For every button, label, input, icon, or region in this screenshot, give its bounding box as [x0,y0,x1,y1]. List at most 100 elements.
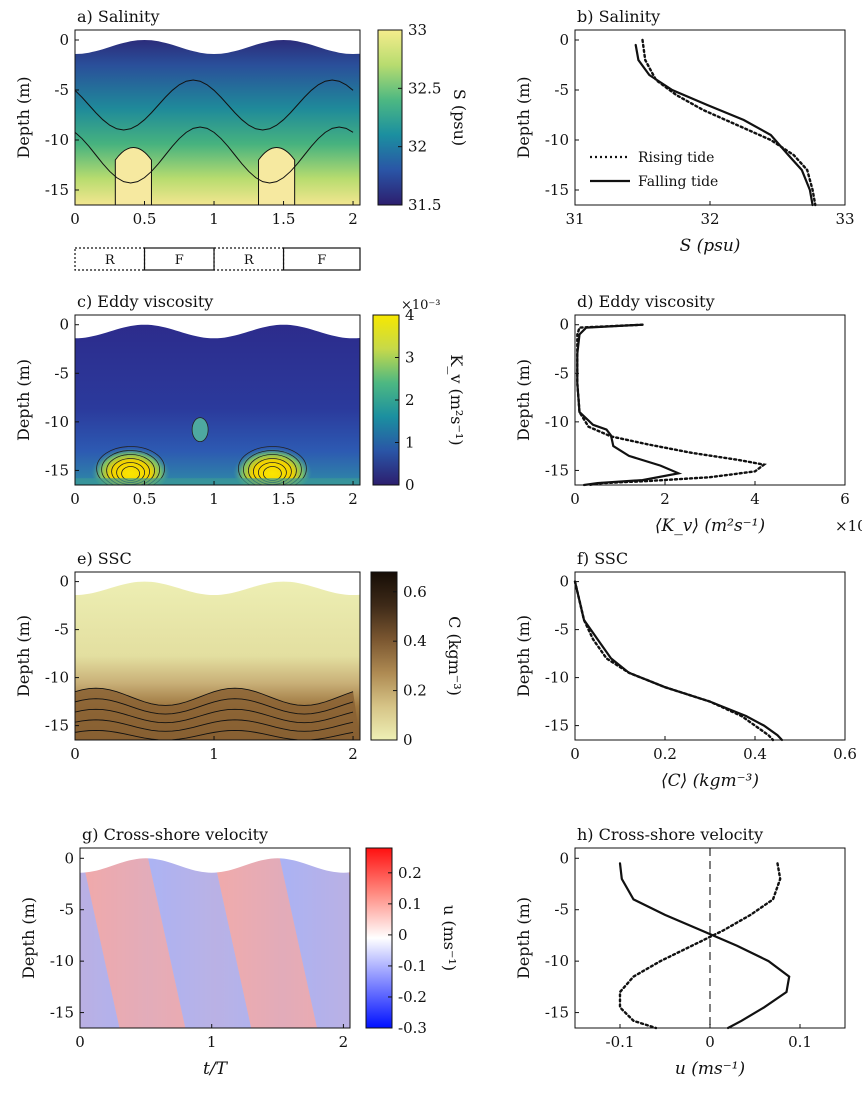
y-tick-label: -15 [545,181,569,199]
x-tick-label: 0.1 [788,1033,812,1051]
x-tick-label: -0.1 [606,1033,635,1051]
colorbar-tick-label: 0.1 [398,895,422,913]
colorbar-label: S (psu) [450,89,469,146]
y-tick-label: -15 [545,1004,569,1022]
colorbar-tick-label: 0.4 [403,632,427,650]
y-tick-label: -15 [545,717,569,735]
plot-frame [574,571,846,741]
colorbar-tick-label: 0.2 [398,864,422,882]
colorbar-tick-label: 0 [403,731,413,749]
x-tick-label: 0 [70,210,80,228]
plot-frame [74,314,361,486]
y-tick-label: 0 [559,316,569,334]
turbid-layer [75,688,360,740]
chart-3: 0 2 4 6 0 -5 -10 -15 d) Eddy viscosity Depth (m) ⟨… [514,292,862,536]
y-tick-label: 0 [559,31,569,49]
legend-label: Falling tide [638,174,718,190]
chart-title: g) Cross-shore velocity [82,825,268,844]
series-line-rising [576,323,767,487]
y-tick-label: 0 [64,849,74,867]
x-tick-label: 1 [209,490,219,508]
plot-frame [74,571,361,741]
field [75,572,360,740]
x-tick-label: 0.5 [133,490,157,508]
viscosity-contour [243,450,302,485]
chart-title: e) SSC [77,549,132,568]
y-tick-label: -10 [545,131,569,149]
tide-phase-label: F [317,253,326,268]
x-tick-label: 1 [209,745,219,763]
bed-layer [75,478,360,485]
y-tick-label: -5 [54,364,69,382]
y-axis-label: Depth (m) [514,615,533,697]
y-tick-label: -5 [554,81,569,99]
colorbar-tick-label: 32.5 [408,79,441,97]
colorbar-tick-label: 2 [405,391,415,409]
y-tick-label: -10 [45,669,69,687]
salinity-core [114,147,152,205]
y-tick-label: 0 [59,31,69,49]
x-tick-label: 2 [339,1033,349,1051]
velocity-band [343,848,350,878]
plot-frame [574,314,846,486]
field [75,30,360,205]
chart-title: d) Eddy viscosity [577,292,715,311]
y-tick-label: -5 [54,621,69,639]
velocity-band [145,848,252,1028]
colorbar-tick-label: 33 [408,21,427,39]
viscosity-contour [101,450,161,485]
x-tick-label: 32 [700,210,719,228]
tide-phase-box [282,247,361,271]
y-axis-label: Depth (m) [14,615,33,697]
series-line-falling [576,323,683,487]
chart-2: 0 0.5 1 1.5 2 0 -5 -10 -15 c) Eddy viscosity Depth… [14,292,466,508]
tide-phase-label: R [105,253,116,268]
field [75,315,360,485]
plot-frame [79,847,351,1029]
y-axis-label: Depth (m) [19,897,38,979]
chart-0: 0 0.5 1 1.5 2 0 -5 -10 -15 a) Salinity Depth (m) 31… [14,7,469,271]
y-tick-label: 0 [559,573,569,591]
colorbar-tick-label: 1 [405,434,415,452]
viscosity-contour [96,446,165,485]
x-tick-label: 6 [840,490,850,508]
colorbar [372,314,400,486]
legend-label: Rising tide [638,150,714,166]
ssc-contour [75,719,354,732]
colorbar-tick-label: -0.3 [398,1019,427,1037]
colorbar-tick-label: 32 [408,138,427,156]
x-tick-label: 4 [750,490,760,508]
tide-phase-label: F [175,253,184,268]
x-tick-label: 0.6 [833,745,857,763]
colorbar-label: K_v (m²s⁻¹) [447,354,466,445]
x-tick-label: 0 [570,745,580,763]
x-tick-label: 33 [835,210,854,228]
chart-title: c) Eddy viscosity [77,292,213,311]
velocity-band [211,848,318,1028]
colorbar-tick-label: 0 [405,476,415,494]
chart-5: 0 0.2 0.4 0.6 0 -5 -10 -15 f) SSC Depth (m) ⟨C⟩ (k… [514,549,857,791]
sea-surface [75,572,360,595]
x-tick-label: 0 [75,1033,85,1051]
x-tick-label: 0.5 [133,210,157,228]
y-axis-label: Depth (m) [14,76,33,158]
y-tick-label: -5 [554,364,569,382]
y-tick-label: -15 [45,461,69,479]
series-line-rising [573,580,775,742]
sea-surface [75,315,360,339]
colorbar-label: u (ms⁻¹) [440,905,459,971]
x-tick-label: 0.2 [653,745,677,763]
sea-surface [75,30,360,54]
y-axis-label: Depth (m) [14,359,33,441]
colorbar-tick-label: 31.5 [408,196,441,214]
ssc-contour [75,687,354,706]
y-axis-label: Depth (m) [514,897,533,979]
chart-title: b) Salinity [577,7,660,26]
series-line-falling [573,580,784,742]
colorbar-tick-label: 3 [405,349,415,367]
plot-frame [74,29,361,206]
y-tick-label: -5 [59,901,74,919]
series-line-rising [641,38,817,207]
y-tick-label: -15 [45,181,69,199]
y-tick-label: -5 [554,621,569,639]
